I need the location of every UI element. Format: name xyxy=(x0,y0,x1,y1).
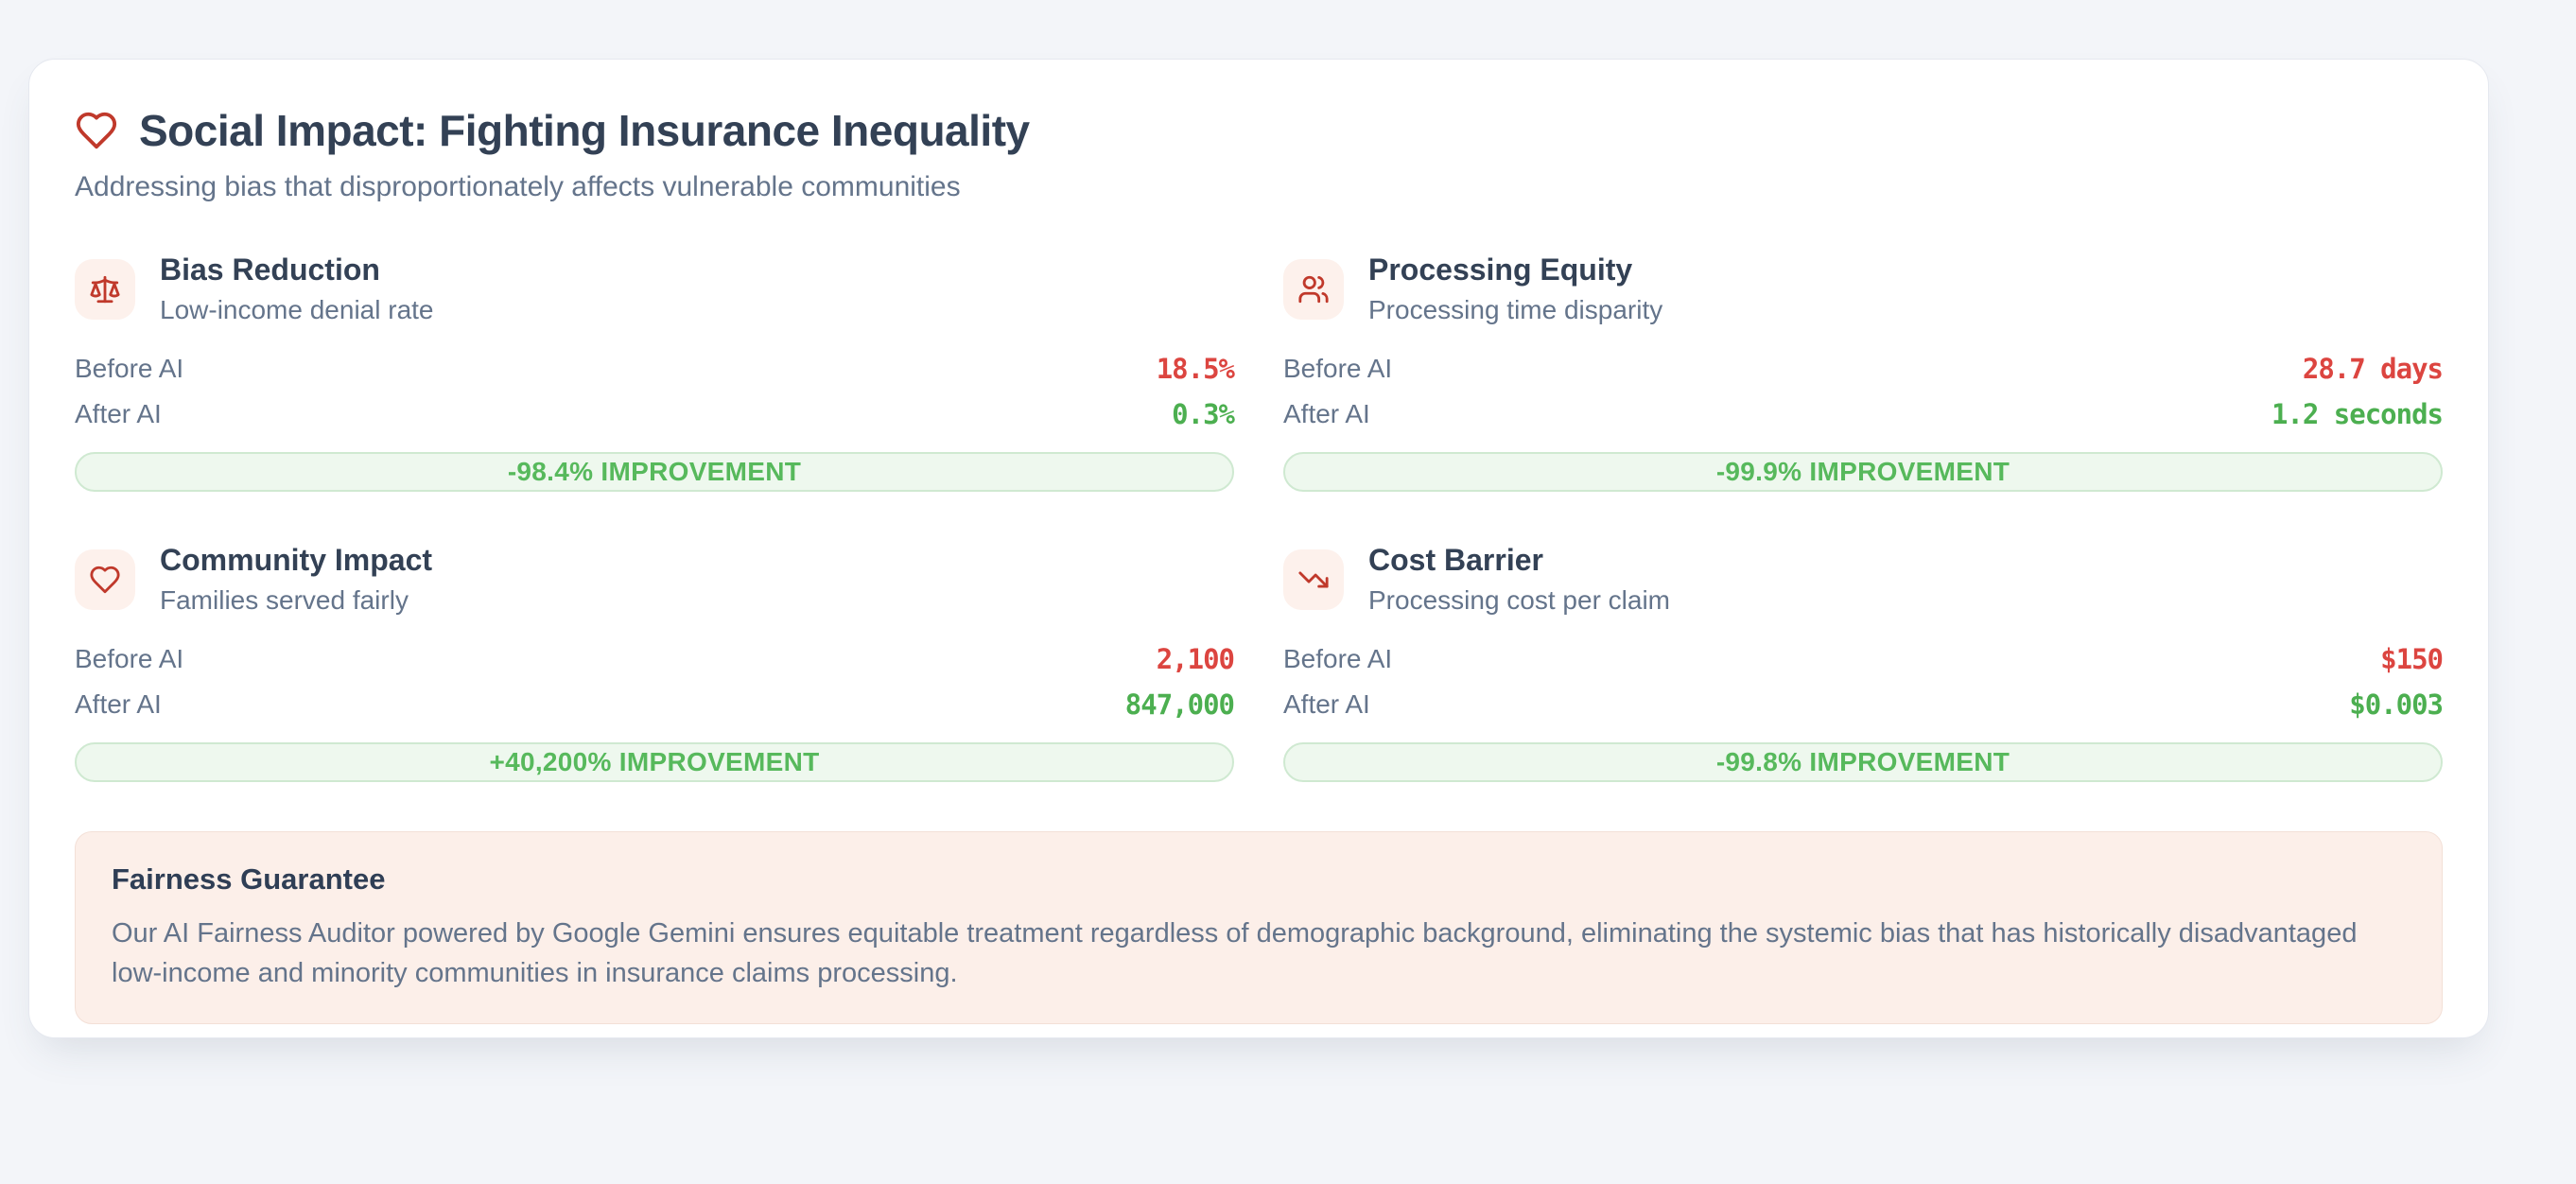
metric-title: Bias Reduction xyxy=(160,252,380,287)
after-ai-label: After AI xyxy=(75,399,162,428)
page-title: Social Impact: Fighting Insurance Inequa… xyxy=(139,106,1030,155)
metric-title: Community Impact xyxy=(160,543,433,577)
before-ai-label: Before AI xyxy=(1283,354,1393,383)
trending-down-icon xyxy=(1283,548,1344,610)
metric-titles: Bias Reduction Low-income denial rate xyxy=(160,252,434,325)
after-ai-label: After AI xyxy=(75,689,162,719)
fairness-guarantee-panel: Fairness Guarantee Our AI Fairness Audit… xyxy=(75,831,2443,1025)
metric-card-bias-reduction: Bias Reduction Low-income denial rate Be… xyxy=(75,252,1235,492)
before-ai-value: $150 xyxy=(2380,643,2444,675)
users-icon xyxy=(1283,258,1344,320)
metric-subtitle: Low-income denial rate xyxy=(160,295,434,324)
metric-rows: Before AI 2,100 After AI 847,000 xyxy=(75,636,1235,727)
metric-titles: Processing Equity Processing time dispar… xyxy=(1368,252,1662,325)
before-ai-row: Before AI 2,100 xyxy=(75,636,1235,682)
after-ai-label: After AI xyxy=(1283,399,1370,428)
improvement-badge: +40,200% IMPROVEMENT xyxy=(75,742,1234,782)
fairness-title: Fairness Guarantee xyxy=(112,862,386,896)
metric-rows: Before AI 28.7 days After AI 1.2 seconds xyxy=(1283,346,2444,437)
metric-subtitle: Families served fairly xyxy=(160,585,409,615)
after-ai-row: After AI 0.3% xyxy=(75,392,1235,437)
metric-title: Cost Barrier xyxy=(1368,543,1543,577)
before-ai-row: Before AI 28.7 days xyxy=(1283,346,2444,392)
after-ai-value: 1.2 seconds xyxy=(2271,398,2444,430)
heart-icon xyxy=(75,548,135,610)
metric-card-cost-barrier: Cost Barrier Processing cost per claim B… xyxy=(1283,543,2444,782)
metric-card-community-impact: Community Impact Families served fairly … xyxy=(75,543,1235,782)
before-ai-label: Before AI xyxy=(1283,644,1393,673)
improvement-badge: -98.4% IMPROVEMENT xyxy=(75,452,1234,492)
metric-titles: Cost Barrier Processing cost per claim xyxy=(1368,543,1670,616)
heart-icon xyxy=(75,109,118,152)
metric-titles: Community Impact Families served fairly xyxy=(160,543,432,616)
metric-title: Processing Equity xyxy=(1368,252,1633,287)
metric-subtitle: Processing cost per claim xyxy=(1368,585,1671,615)
improvement-badge: -99.8% IMPROVEMENT xyxy=(1283,742,2443,782)
before-ai-value: 18.5% xyxy=(1156,353,1235,385)
metric-header: Bias Reduction Low-income denial rate xyxy=(75,252,1234,325)
before-ai-row: Before AI 18.5% xyxy=(75,346,1235,392)
after-ai-value: $0.003 xyxy=(2349,688,2444,721)
card-header: Social Impact: Fighting Insurance Inequa… xyxy=(75,105,2443,156)
after-ai-row: After AI $0.003 xyxy=(1283,682,2444,727)
before-ai-label: Before AI xyxy=(75,644,184,673)
metric-header: Cost Barrier Processing cost per claim xyxy=(1283,543,2443,616)
after-ai-value: 0.3% xyxy=(1172,398,1235,430)
metric-rows: Before AI 18.5% After AI 0.3% xyxy=(75,346,1235,437)
metric-rows: Before AI $150 After AI $0.003 xyxy=(1283,636,2444,727)
before-ai-label: Before AI xyxy=(75,354,184,383)
after-ai-value: 847,000 xyxy=(1124,688,1235,721)
social-impact-card: Social Impact: Fighting Insurance Inequa… xyxy=(28,59,2489,1038)
metric-header: Processing Equity Processing time dispar… xyxy=(1283,252,2443,325)
fairness-body: Our AI Fairness Auditor powered by Googl… xyxy=(112,918,2358,989)
page-subtitle: Addressing bias that disproportionately … xyxy=(75,171,961,202)
after-ai-row: After AI 847,000 xyxy=(75,682,1235,727)
metrics-grid: Bias Reduction Low-income denial rate Be… xyxy=(75,252,2444,782)
after-ai-row: After AI 1.2 seconds xyxy=(1283,392,2444,437)
improvement-badge: -99.9% IMPROVEMENT xyxy=(1283,452,2443,492)
metric-subtitle: Processing time disparity xyxy=(1368,295,1663,324)
before-ai-value: 2,100 xyxy=(1156,643,1235,675)
metric-card-processing-equity: Processing Equity Processing time dispar… xyxy=(1283,252,2444,492)
metric-header: Community Impact Families served fairly xyxy=(75,543,1234,616)
before-ai-row: Before AI $150 xyxy=(1283,636,2444,682)
scale-icon xyxy=(75,258,135,320)
after-ai-label: After AI xyxy=(1283,689,1370,719)
before-ai-value: 28.7 days xyxy=(2302,353,2444,385)
